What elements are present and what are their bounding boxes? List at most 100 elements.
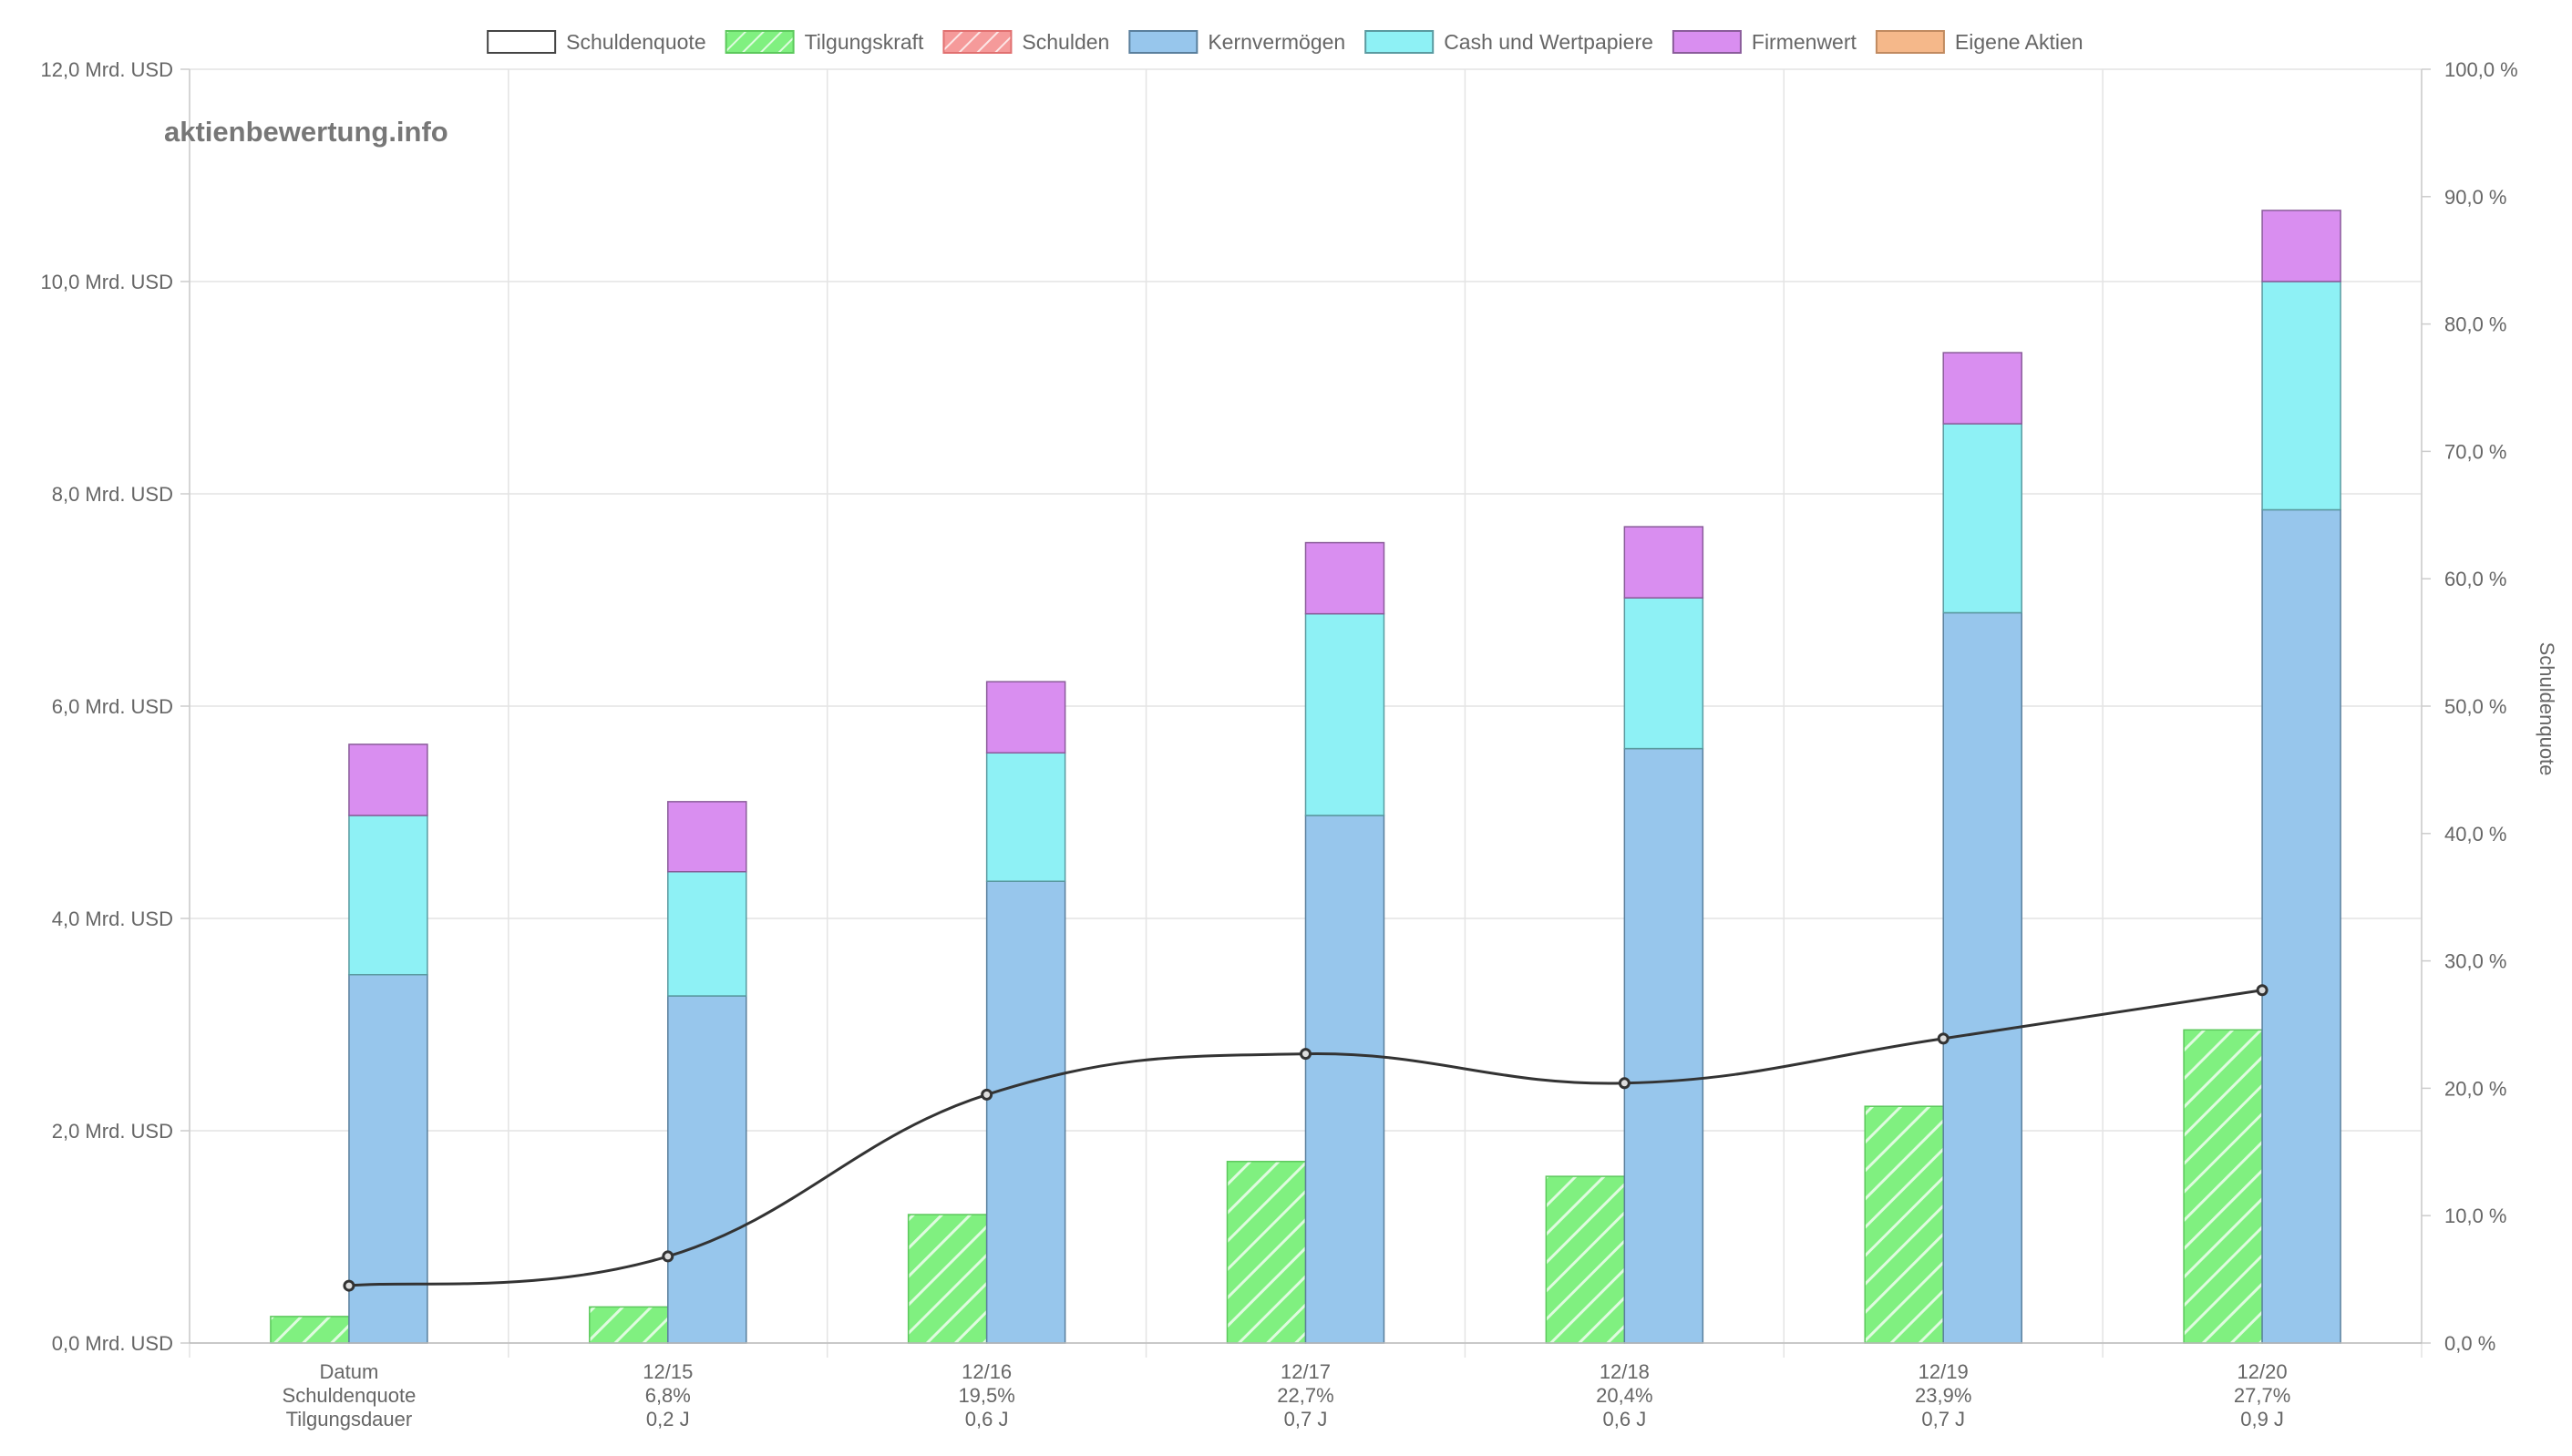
category-label: 12/15 [643, 1360, 693, 1383]
right-tick-label: 40,0 % [2444, 823, 2507, 846]
bar-cash-und-wertpapiere [348, 815, 428, 976]
left-tick-label: 10,0 Mrd. USD [41, 271, 174, 293]
category-label: 0,6 J [965, 1408, 1009, 1430]
legend-swatch [725, 30, 795, 54]
category-label: 12/17 [1281, 1360, 1331, 1383]
watermark: aktienbewertung.info [164, 116, 448, 148]
right-axis-title: Schuldenquote [2536, 642, 2558, 776]
bar-firmenwert [348, 743, 428, 816]
bar-kernverm-gen [985, 880, 1066, 1344]
category-label: 0,9 J [2240, 1408, 2284, 1430]
legend-item[interactable]: Schulden [942, 30, 1109, 54]
bar-firmenwert [667, 801, 747, 873]
legend-item[interactable]: Cash und Wertpapiere [1364, 30, 1653, 54]
right-tick-label: 10,0 % [2444, 1205, 2507, 1227]
legend-swatch [1875, 30, 1945, 54]
category-label: Schuldenquote [283, 1384, 417, 1407]
category-label: 6,8% [645, 1384, 691, 1407]
right-tick-label: 100,0 % [2444, 58, 2518, 81]
bar-firmenwert [2261, 210, 2341, 282]
left-tick-label: 6,0 Mrd. USD [52, 695, 173, 718]
axes: 0,0 Mrd. USD 2,0 Mrd. USD 4,0 Mrd. USD 6,0 … [41, 58, 2518, 1430]
bar-kernverm-gen [1304, 815, 1385, 1344]
bar-tilgungskraft [1545, 1175, 1626, 1344]
bar-cash-und-wertpapiere [2261, 281, 2341, 511]
category-label: 12/18 [1600, 1360, 1650, 1383]
right-tick-label: 30,0 % [2444, 950, 2507, 973]
legend-item[interactable]: Firmenwert [1672, 30, 1857, 54]
category-label: Tilgungsdauer [286, 1408, 413, 1430]
category-label: 12/19 [1919, 1360, 1969, 1383]
category-label: 0,2 J [646, 1408, 690, 1430]
legend-item[interactable]: Tilgungskraft [725, 30, 924, 54]
debt-ratio-point [981, 1088, 993, 1101]
bar-cash-und-wertpapiere [667, 870, 747, 997]
debt-ratio-line [343, 984, 2269, 1292]
bar-cash-und-wertpapiere [1623, 597, 1704, 750]
debt-ratio-point [343, 1279, 355, 1292]
legend-item[interactable]: Kernvermögen [1128, 30, 1345, 54]
right-tick-label: 60,0 % [2444, 568, 2507, 590]
category-label: 0,6 J [1603, 1408, 1647, 1430]
legend-label: Firmenwert [1752, 30, 1857, 54]
right-tick-label: 90,0 % [2444, 186, 2507, 209]
legend-label: Kernvermögen [1208, 30, 1345, 54]
right-tick-label: 80,0 % [2444, 313, 2507, 336]
category-label: 22,7% [1277, 1384, 1333, 1407]
bar-firmenwert [1942, 352, 2022, 425]
category-label: 23,9% [1915, 1384, 1971, 1407]
bar-cash-und-wertpapiere [1304, 612, 1385, 816]
debt-ratio-point [1937, 1032, 1950, 1045]
bar-kernverm-gen [667, 995, 747, 1344]
legend-label: Eigene Aktien [1955, 30, 2083, 54]
bar-kernverm-gen [348, 973, 428, 1344]
legend-swatch [942, 30, 1013, 54]
legend-item[interactable]: Schuldenquote [487, 30, 706, 54]
grid-lines [189, 68, 2423, 1358]
left-tick-label: 4,0 Mrd. USD [52, 907, 173, 930]
debt-ratio-point [662, 1250, 674, 1263]
right-tick-label: 0,0 % [2444, 1332, 2495, 1355]
debt-ratio-point [1618, 1077, 1631, 1090]
category-label: 12/20 [2238, 1360, 2288, 1383]
bar-tilgungskraft [2183, 1029, 2263, 1344]
left-tick-label: 12,0 Mrd. USD [41, 58, 174, 81]
legend-label: Cash und Wertpapiere [1444, 30, 1653, 54]
category-label: Datum [320, 1360, 379, 1383]
bar-tilgungskraft [270, 1316, 350, 1344]
bars [270, 210, 2341, 1344]
right-tick-label: 50,0 % [2444, 695, 2507, 718]
category-label: 0,7 J [1921, 1408, 1965, 1430]
bar-kernverm-gen [1623, 747, 1704, 1344]
bar-kernverm-gen [1942, 611, 2022, 1344]
bar-tilgungskraft [907, 1214, 988, 1344]
legend[interactable]: Schuldenquote Tilgungskraft Schulden Kernve… [487, 30, 2083, 54]
left-tick-label: 8,0 Mrd. USD [52, 483, 173, 506]
legend-swatch [1364, 30, 1435, 54]
legend-label: Schulden [1022, 30, 1109, 54]
debt-ratio-point [1300, 1048, 1312, 1061]
left-tick-label: 2,0 Mrd. USD [52, 1120, 173, 1143]
debt-ratio-point [2256, 984, 2269, 997]
category-label: 19,5% [958, 1384, 1014, 1407]
bar-firmenwert [985, 681, 1066, 754]
bar-kernverm-gen [2261, 508, 2341, 1344]
legend-swatch [487, 30, 557, 54]
right-tick-label: 70,0 % [2444, 440, 2507, 463]
bar-tilgungskraft [1226, 1161, 1307, 1344]
bar-tilgungskraft [1864, 1105, 1944, 1344]
bar-tilgungskraft [589, 1306, 669, 1344]
left-tick-label: 0,0 Mrd. USD [52, 1332, 173, 1355]
legend-swatch [1128, 30, 1199, 54]
category-label: 20,4% [1596, 1384, 1652, 1407]
category-label: 0,7 J [1284, 1408, 1328, 1430]
bar-firmenwert [1623, 526, 1704, 599]
right-tick-label: 20,0 % [2444, 1077, 2507, 1100]
legend-label: Tilgungskraft [805, 30, 924, 54]
category-label: 27,7% [2234, 1384, 2290, 1407]
legend-label: Schuldenquote [566, 30, 705, 54]
legend-item[interactable]: Eigene Aktien [1875, 30, 2083, 54]
bar-cash-und-wertpapiere [985, 752, 1066, 882]
category-label: 12/16 [962, 1360, 1012, 1383]
